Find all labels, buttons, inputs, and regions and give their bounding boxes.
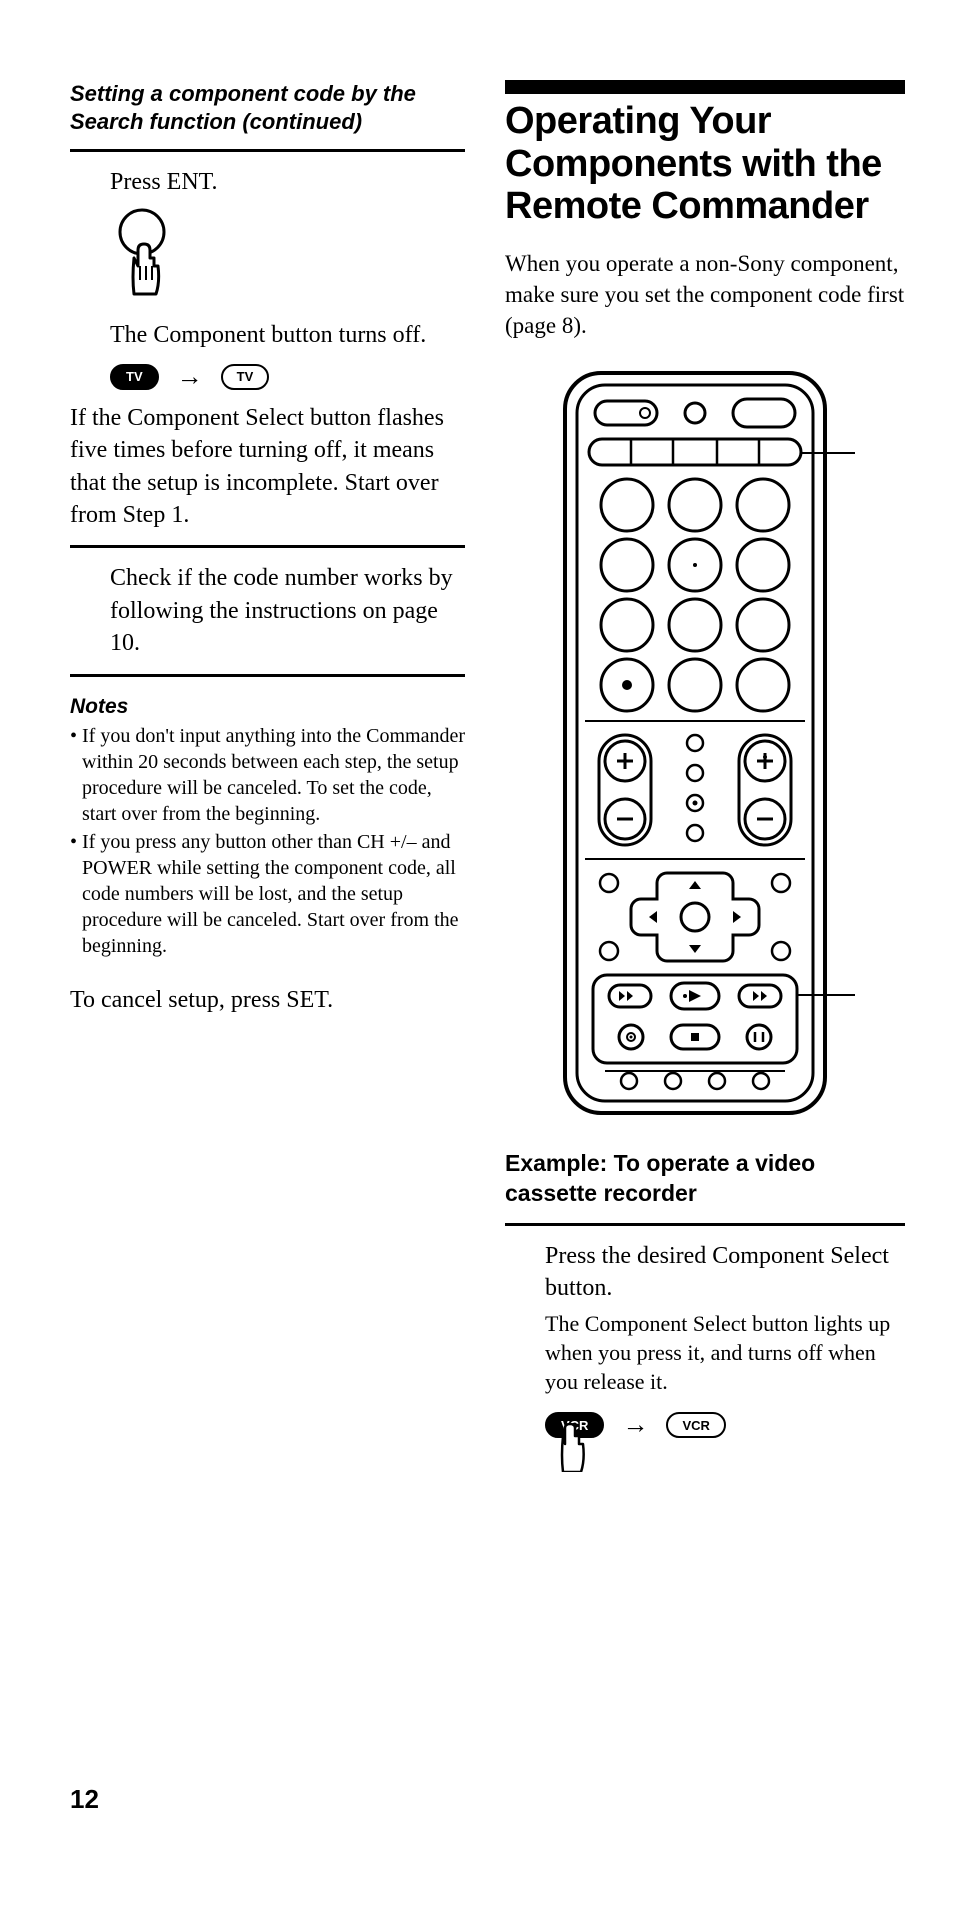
section-black-bar xyxy=(505,80,905,94)
notes-list: If you don't input anything into the Com… xyxy=(70,723,465,959)
divider xyxy=(505,1223,905,1226)
step1-sub: The Component Select button lights up wh… xyxy=(545,1310,905,1396)
remote-illustration xyxy=(505,365,905,1125)
step1-main: Press the desired Component Select butto… xyxy=(545,1240,905,1305)
hand-press-icon xyxy=(547,1422,589,1472)
example-heading: Example: To operate a video cassette rec… xyxy=(505,1149,905,1209)
arrow-right-icon: → xyxy=(177,362,203,392)
check-code-text: Check if the code number works by follow… xyxy=(110,562,465,659)
vcr-pill-outline: VCR xyxy=(666,1412,725,1438)
flash-warning-text: If the Component Select button flashes f… xyxy=(70,402,465,532)
intro-text: When you operate a non-Sony component, m… xyxy=(505,248,905,341)
note-item: If you press any button other than CH +/… xyxy=(82,829,465,959)
press-button-hand-icon xyxy=(110,208,465,313)
page-number: 12 xyxy=(70,1784,99,1815)
divider xyxy=(70,545,465,548)
divider xyxy=(70,149,465,152)
arrow-right-icon: → xyxy=(622,1410,648,1440)
tv-pill-outline: TV xyxy=(221,364,270,390)
tv-pill-transition: TV → TV xyxy=(110,362,465,392)
vcr-pill-transition: VCR → VCR xyxy=(545,1410,905,1440)
left-column: Setting a component code by the Search f… xyxy=(70,80,465,1450)
tv-pill-filled: TV xyxy=(110,364,159,390)
right-column: Operating Your Components with the Remot… xyxy=(505,80,905,1450)
notes-heading: Notes xyxy=(70,695,465,719)
step-press-ent: Press ENT. xyxy=(110,166,465,198)
continued-heading: Setting a component code by the Search f… xyxy=(70,80,465,135)
main-heading: Operating Your Components with the Remot… xyxy=(505,100,905,228)
divider xyxy=(70,674,465,677)
note-item: If you don't input anything into the Com… xyxy=(82,723,465,827)
cancel-setup-text: To cancel setup, press SET. xyxy=(70,987,465,1014)
component-off-text: The Component button turns off. xyxy=(110,319,465,351)
